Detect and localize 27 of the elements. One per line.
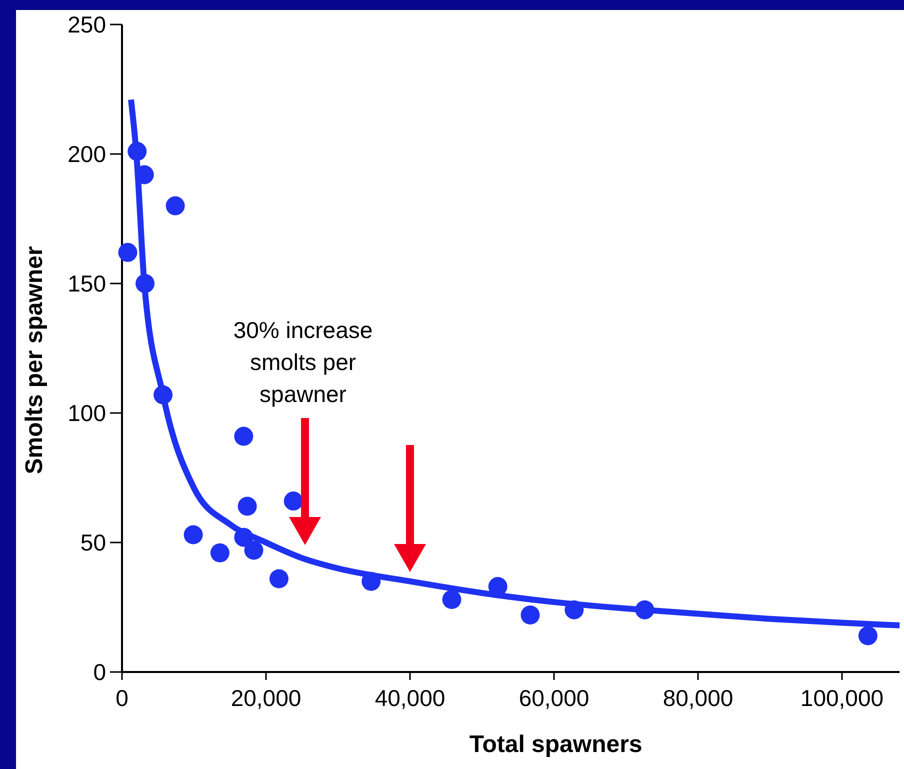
point xyxy=(210,543,230,562)
y-tick-label: 50 xyxy=(80,530,106,556)
y-tick-label: 200 xyxy=(68,141,106,167)
x-tick-label: 100,000 xyxy=(800,685,884,711)
y-tick-label: 0 xyxy=(93,659,106,685)
y-axis-title: Smolts per spawner xyxy=(21,246,48,474)
point xyxy=(234,426,254,446)
point xyxy=(166,196,185,216)
point xyxy=(858,626,878,646)
x-tick-label: 60,000 xyxy=(518,685,590,711)
y-tick-label: 250 xyxy=(68,12,106,38)
x-tick-label: 20,000 xyxy=(230,685,302,711)
x-tick-label: 40,000 xyxy=(374,685,446,711)
y-tick-label: 100 xyxy=(68,400,106,426)
y-tick-label: 150 xyxy=(68,270,106,296)
annotation: 30% increase smolts per spawner xyxy=(233,317,373,407)
point xyxy=(284,492,303,511)
point xyxy=(244,540,264,560)
point xyxy=(238,496,257,516)
point xyxy=(520,606,540,625)
x-tick-label: 0 xyxy=(116,685,128,711)
point xyxy=(269,569,288,588)
point xyxy=(442,590,462,609)
x-tick-label: 80,000 xyxy=(662,685,734,711)
x-axis-title: Total spawners xyxy=(469,731,642,758)
point xyxy=(184,525,203,544)
point xyxy=(118,242,138,262)
